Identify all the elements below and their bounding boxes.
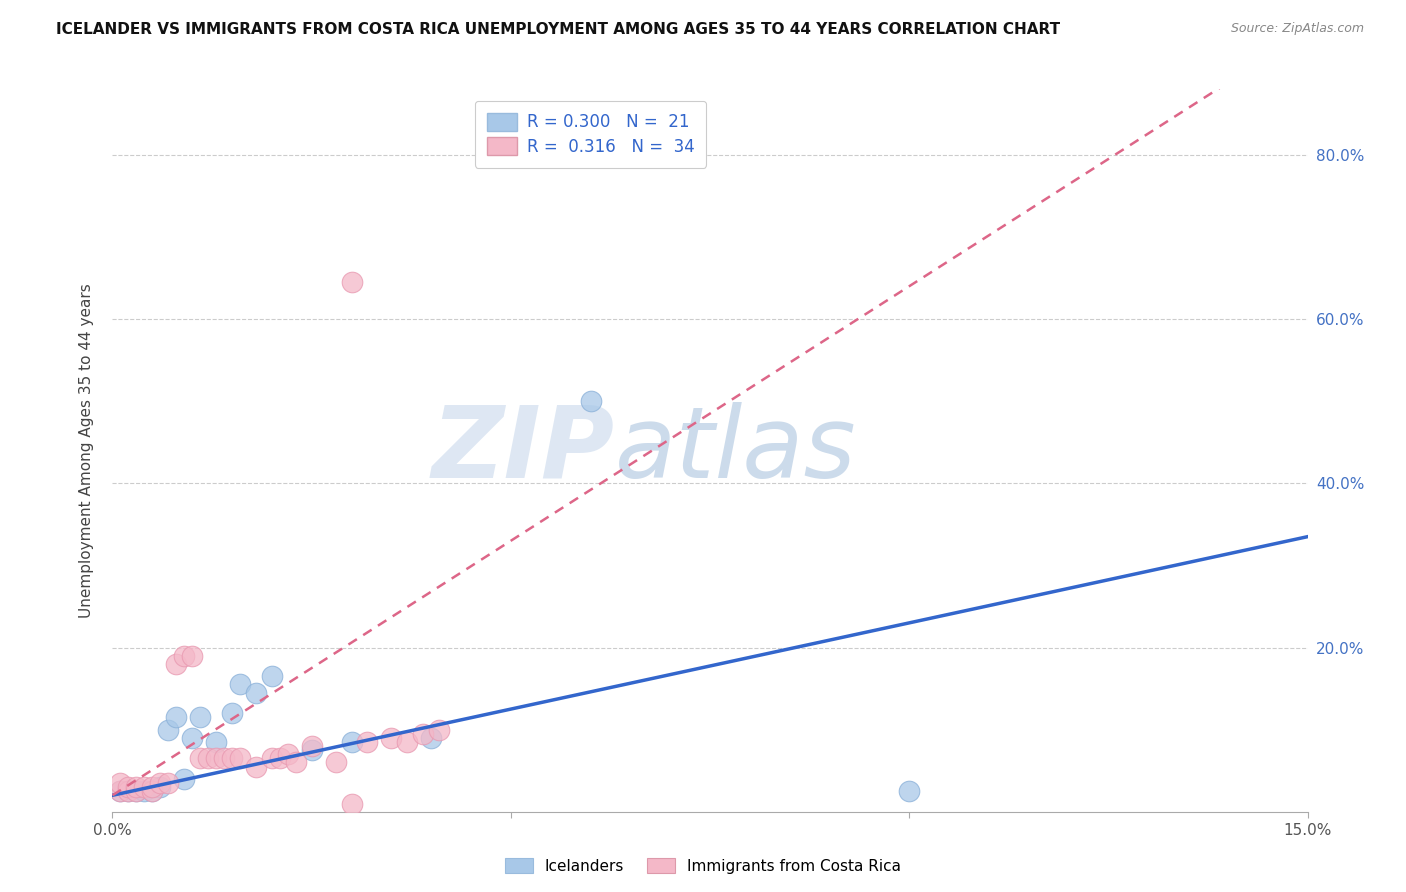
Point — [125, 784, 148, 798]
Point — [325, 756, 347, 770]
Point — [110, 776, 132, 790]
Y-axis label: Unemployment Among Ages 35 to 44 years: Unemployment Among Ages 35 to 44 years — [79, 283, 94, 618]
Point — [188, 751, 211, 765]
Point — [141, 784, 163, 798]
Point — [260, 669, 283, 683]
Point — [277, 747, 299, 762]
Point — [245, 759, 267, 773]
Point — [134, 780, 156, 794]
Text: atlas: atlas — [614, 402, 856, 499]
Point — [221, 706, 243, 721]
Point — [205, 735, 228, 749]
Point — [396, 735, 419, 749]
Point — [245, 686, 267, 700]
Point — [260, 751, 283, 765]
Point — [427, 723, 450, 737]
Point — [340, 797, 363, 811]
Point — [284, 756, 307, 770]
Point — [110, 784, 132, 798]
Point — [181, 731, 204, 745]
Point — [181, 648, 204, 663]
Point — [134, 784, 156, 798]
Legend: Icelanders, Immigrants from Costa Rica: Icelanders, Immigrants from Costa Rica — [499, 852, 907, 880]
Point — [898, 784, 921, 798]
Point — [197, 751, 219, 765]
Point — [149, 780, 172, 794]
Text: ICELANDER VS IMMIGRANTS FROM COSTA RICA UNEMPLOYMENT AMONG AGES 35 TO 44 YEARS C: ICELANDER VS IMMIGRANTS FROM COSTA RICA … — [56, 22, 1060, 37]
Point — [157, 723, 180, 737]
Point — [269, 751, 291, 765]
Point — [149, 776, 172, 790]
Point — [301, 743, 323, 757]
Point — [229, 751, 252, 765]
Point — [157, 776, 180, 790]
Text: Source: ZipAtlas.com: Source: ZipAtlas.com — [1230, 22, 1364, 36]
Text: ZIP: ZIP — [432, 402, 614, 499]
Point — [110, 784, 132, 798]
Point — [221, 751, 243, 765]
Point — [212, 751, 235, 765]
Point — [141, 784, 163, 798]
Point — [141, 780, 163, 794]
Point — [412, 727, 434, 741]
Point — [340, 275, 363, 289]
Point — [420, 731, 443, 745]
Point — [165, 710, 187, 724]
Point — [125, 784, 148, 798]
Point — [356, 735, 378, 749]
Point — [301, 739, 323, 753]
Point — [173, 772, 195, 786]
Point — [188, 710, 211, 724]
Point — [229, 677, 252, 691]
Point — [340, 735, 363, 749]
Point — [205, 751, 228, 765]
Point — [117, 780, 139, 794]
Point — [125, 780, 148, 794]
Point — [173, 648, 195, 663]
Legend: R = 0.300   N =  21, R =  0.316   N =  34: R = 0.300 N = 21, R = 0.316 N = 34 — [475, 101, 706, 168]
Point — [117, 784, 139, 798]
Point — [165, 657, 187, 671]
Point — [579, 394, 602, 409]
Point — [117, 784, 139, 798]
Point — [380, 731, 402, 745]
